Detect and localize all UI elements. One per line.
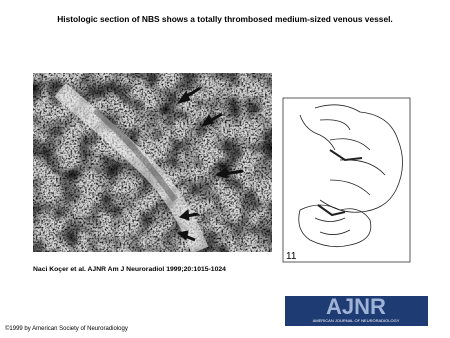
arrows xyxy=(176,86,244,242)
logo-box xyxy=(285,296,428,326)
panel-label: 11 xyxy=(286,251,297,262)
citation: Naci Koçer et al. AJNR Am J Neuroradiol … xyxy=(33,266,226,273)
diagram xyxy=(282,97,411,263)
logo-subtitle: AMERICAN JOURNAL OF NEURORADIOLOGY xyxy=(313,318,400,323)
logo-title: AJNR xyxy=(326,294,386,319)
histology-image xyxy=(33,73,272,252)
copyright: ©1999 by American Society of Neuroradiol… xyxy=(5,326,128,332)
slide-title: Histologic section of NBS shows a totall… xyxy=(57,14,393,24)
